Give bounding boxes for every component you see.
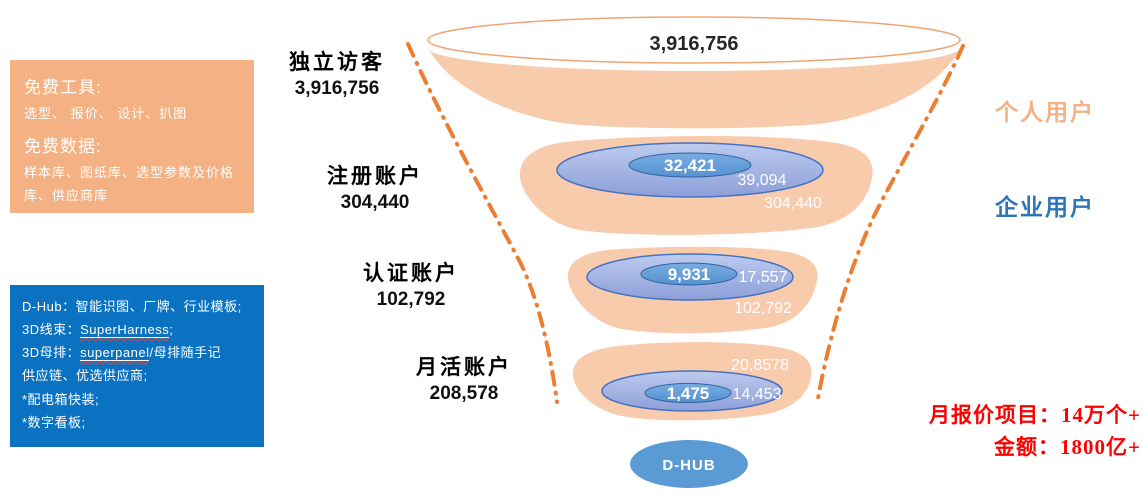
stage-label-value: 304,440 [340,192,410,213]
feature-suffix: ; [169,322,174,338]
dhub-feature-line: *数字看板; [22,414,86,430]
feature-prefix: 3D线束： [22,322,81,338]
tier2-mid-value: 39,094 [738,172,787,189]
stage-label-certified: 认证账户 102,792 [336,257,486,311]
dhub-features-box: D-Hub：智能识图、厂牌、行业模板; 3D线束：SuperHarness; 3… [10,285,264,447]
free-tools-title: 免费工具: [24,78,102,97]
kpi-amount: 金额：1800亿+ [994,434,1141,459]
funnel-tier1-body [428,48,960,129]
dhub-feature-line: *配电箱快装; [22,391,100,407]
free-data-title: 免费数据: [24,136,102,156]
superharness-link[interactable]: SuperHarness [80,322,170,339]
funnel-guide-right [815,44,965,406]
tier4-inner-value: 1,475 [667,384,710,403]
stage-label-value: 3,916,756 [294,78,380,99]
tier3-mid-value: 17,557 [739,269,788,286]
dhub-feature-line: 供应链、优选供应商; [22,368,148,384]
tier4-mid-value: 14,453 [733,386,782,403]
stage-label-value: 102,792 [376,289,446,310]
tier3-inner-ellipse [640,262,738,286]
kpi-monthly-quotes: 月报价项目：14万个+ [929,403,1141,427]
segment-label-enterprise-users: 企业用户 [995,194,1095,220]
dhub-node-label: D-HUB [662,457,715,474]
free-tools-box: 免费工具: 选型、 报价、 设计、扒图 免费数据: 样本库、图纸库、选型参数及价… [10,60,254,213]
feature-prefix: 3D母排： [22,345,81,361]
stage-label-text: 注册账户 [327,164,423,188]
stage-label-value: 208,578 [429,383,499,404]
kpi-block: 月报价项目：14万个+ 金额：1800亿+ [929,400,1141,463]
free-tools-items: 选型、 报价、 设计、扒图 [24,106,188,121]
dhub-feature-line: D-Hub：智能识图、厂牌、行业模板; [22,299,242,314]
funnel-tier1-rim [427,16,961,64]
tier4-outer-value: 20,8578 [731,357,789,374]
tier2-inner-value: 32,421 [664,156,716,175]
stage-label-text: 认证账户 [363,261,459,285]
dhub-feature-line: 3D母排：superpanel/母排随手记 [22,341,252,364]
stage-label-text: 独立访客 [289,50,385,74]
tier2-inner-ellipse [628,152,752,178]
dhub-node [630,440,748,488]
segment-label-personal-users: 个人用户 [995,99,1095,125]
tier2-outer-value: 304,440 [764,195,822,212]
funnel-guide-left [406,42,559,404]
feature-suffix: /母排随手记 [149,345,222,361]
stage-label-visitors: 独立访客 3,916,756 [262,46,412,100]
stage-label-monthly-active: 月活账户 208,578 [389,351,539,405]
tier3-outer-value: 102,792 [734,300,792,317]
stage-label-text: 月活账户 [416,355,512,379]
tier1-value: 3,916,756 [650,33,739,55]
tier3-inner-value: 9,931 [668,265,711,284]
superpanel-link[interactable]: superpanel [80,345,150,362]
stage-label-registered: 注册账户 304,440 [300,160,450,214]
tier4-inner-ellipse [644,383,732,403]
free-data-items: 样本库、图纸库、选型参数及价格库、供应商库 [24,164,235,203]
dhub-feature-line: 3D线束：SuperHarness; [22,318,252,341]
